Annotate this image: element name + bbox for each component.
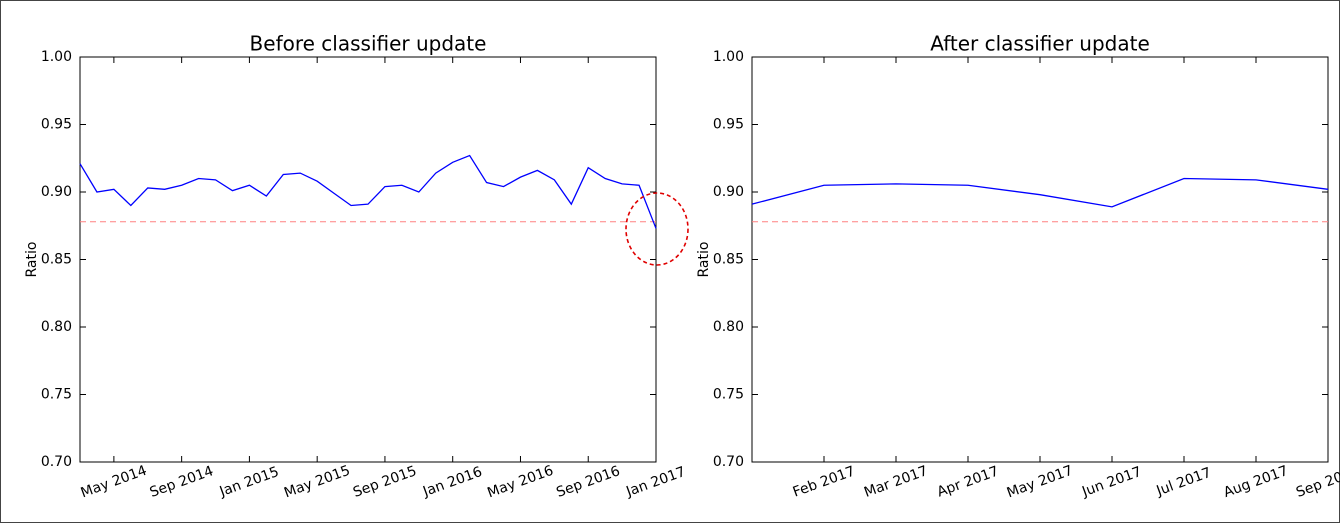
data-line [79, 154, 657, 229]
x-tick-label: May 2017 [1005, 463, 1075, 502]
x-tick-label: Feb 2017 [791, 463, 857, 500]
x-tick-label: Aug 2017 [1222, 463, 1291, 501]
y-tick-label: 0.80 [713, 319, 744, 335]
x-tick-label: Mar 2017 [862, 463, 930, 501]
y-tick-label: 0.70 [713, 454, 744, 470]
x-tick-label: Apr 2017 [935, 463, 1001, 500]
chart-title: Before classifier update [250, 32, 487, 56]
y-tick-label: 0.85 [713, 252, 744, 268]
y-tick-label: 0.95 [713, 117, 744, 133]
y-tick-label: 0.90 [41, 184, 72, 200]
x-tick-label: Jun 2017 [1079, 464, 1144, 501]
x-tick-label: Jan 2015 [217, 464, 281, 500]
plot-area [79, 56, 657, 463]
y-tick-label: 0.90 [713, 184, 744, 200]
x-tick-label: Jul 2017 [1154, 465, 1214, 500]
x-tick-label: Sep 2016 [554, 463, 622, 501]
x-tick-label: May 2014 [79, 463, 149, 502]
highlight-circle [625, 192, 689, 266]
x-tick-label: Sep 2015 [351, 463, 419, 501]
plot-area [751, 56, 1329, 463]
data-line [751, 177, 1329, 208]
y-tick-label: 0.80 [41, 319, 72, 335]
x-tick-label: May 2015 [282, 463, 352, 502]
y-tick-label: 0.70 [41, 454, 72, 470]
y-tick-label: 1.00 [41, 49, 72, 65]
y-axis-label: Ratio [696, 242, 712, 278]
y-tick-label: 0.85 [41, 252, 72, 268]
x-tick-label: Sep 2014 [148, 463, 216, 501]
y-tick-label: 0.95 [41, 117, 72, 133]
chart-title: After classifier update [930, 32, 1150, 56]
y-tick-label: 0.75 [713, 387, 744, 403]
x-tick-label: Jan 2017 [623, 464, 687, 500]
x-tick-label: Sep 2017 [1294, 463, 1340, 501]
y-tick-label: 1.00 [713, 49, 744, 65]
x-tick-label: Jan 2016 [420, 464, 484, 500]
y-axis-label: Ratio [24, 242, 40, 278]
y-tick-label: 0.75 [41, 387, 72, 403]
x-tick-label: May 2016 [485, 463, 555, 502]
